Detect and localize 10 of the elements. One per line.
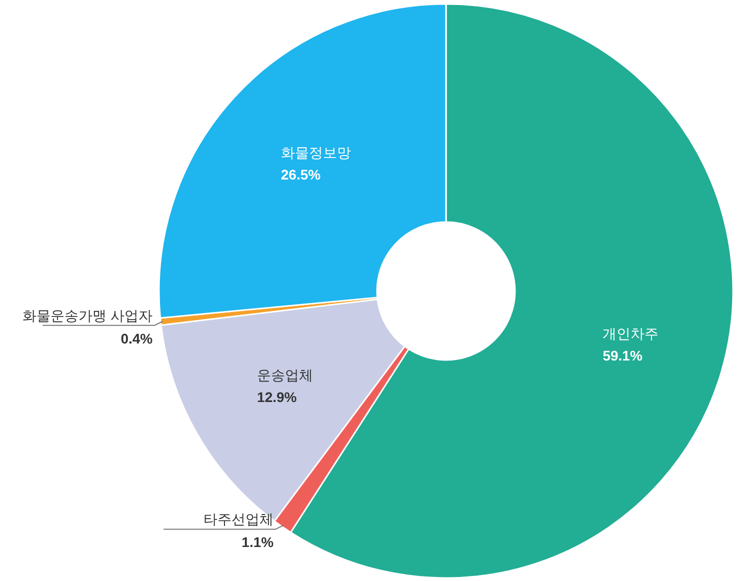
data-label: 12.9%: [257, 388, 298, 405]
slice-label: 화물정보망: [280, 144, 351, 161]
data-label: 0.4%: [120, 330, 154, 346]
data-label: 1.1%: [242, 534, 274, 550]
slice-label: 운송업체: [257, 366, 314, 383]
slice-label: 화물운송가맹 사업자: [22, 307, 153, 324]
slice-label: 타주선업체: [204, 511, 274, 528]
slice-label: 개인차주: [602, 325, 659, 342]
data-label: 59.1%: [602, 347, 643, 364]
data-label: 26.5%: [280, 166, 322, 183]
